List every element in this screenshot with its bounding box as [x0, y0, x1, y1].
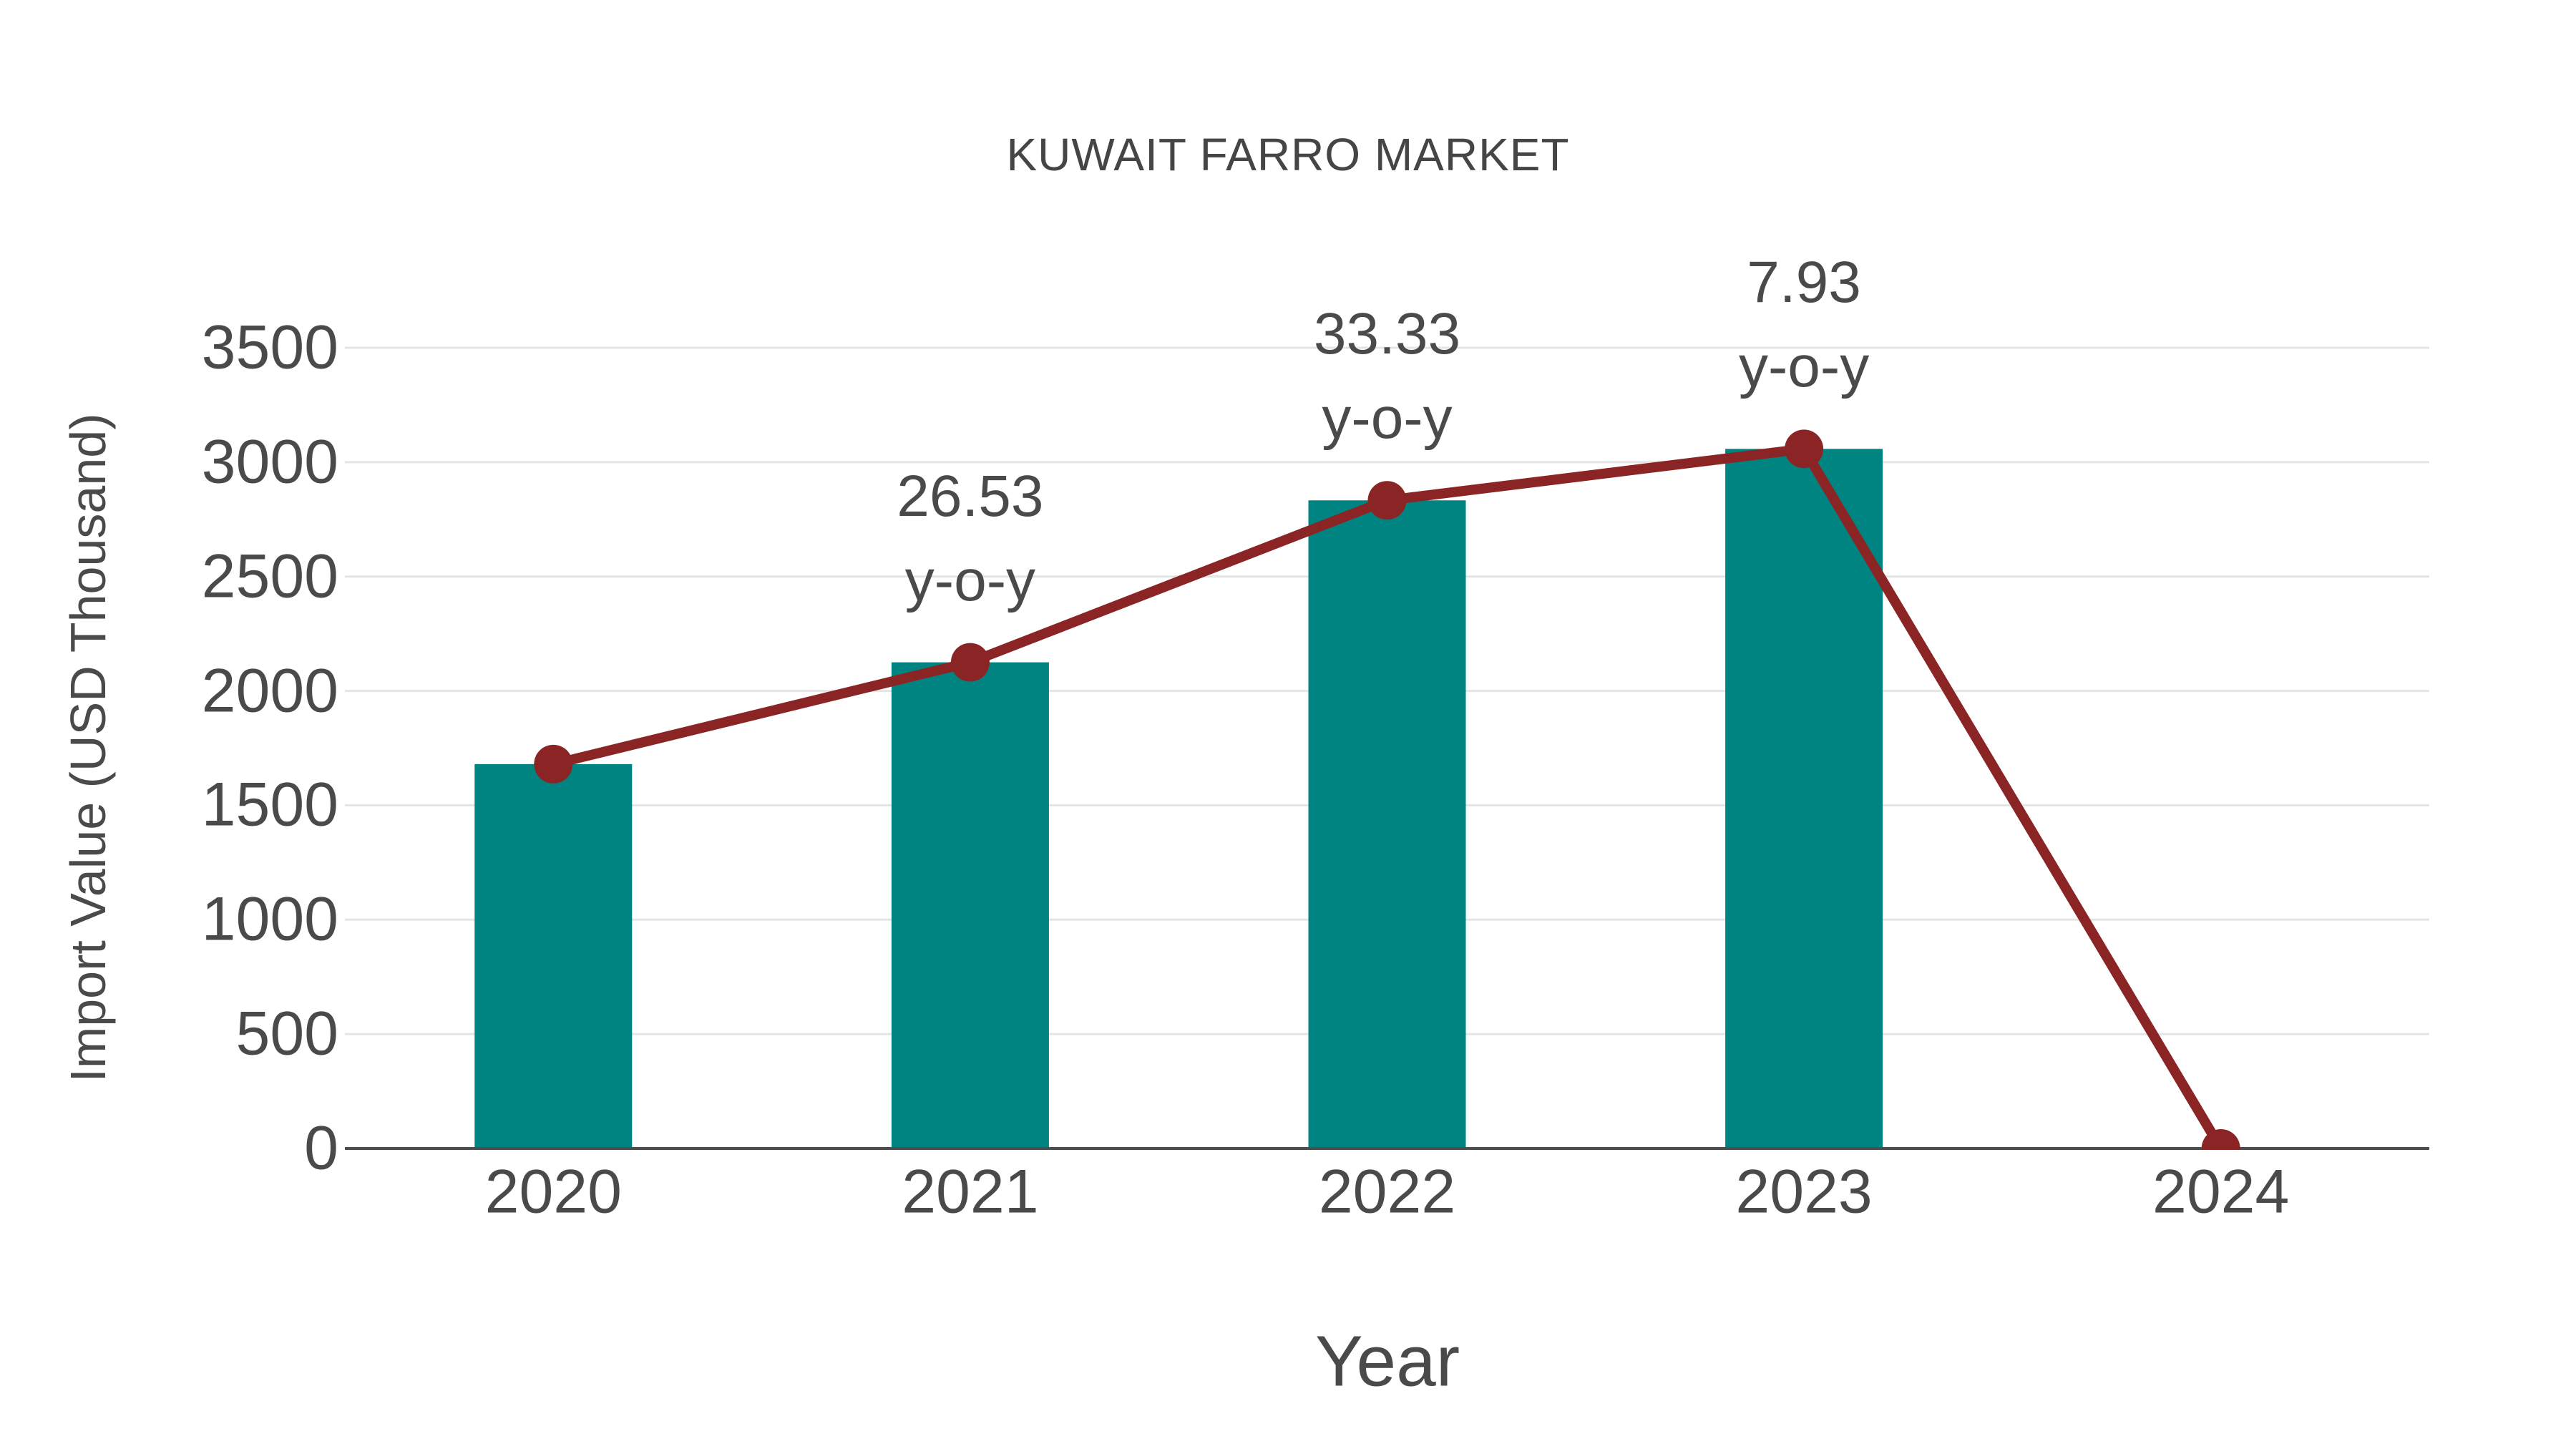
x-tick-label-2021: 2021	[902, 1157, 1039, 1226]
line-series-layer	[534, 429, 2240, 1150]
y-axis-title: Import Value (USD Thousand)	[60, 413, 116, 1083]
bar-2023	[1725, 449, 1883, 1148]
trend-line	[552, 443, 2225, 1150]
chart-title: KUWAIT FARRO MARKET	[1006, 129, 1570, 180]
data-point-2023	[1785, 429, 1824, 469]
bar-2022	[1308, 500, 1466, 1148]
data-point-2022	[1367, 481, 1407, 520]
x-tick-label-2024: 2024	[2152, 1157, 2290, 1226]
x-axis-title: Year	[1314, 1321, 1460, 1402]
y-tick-label-3000: 3000	[201, 427, 338, 497]
x-tick-label-2022: 2022	[1318, 1157, 1456, 1226]
y-tick-label-1000: 1000	[201, 884, 338, 954]
annotation-value-2022: 33.33	[1313, 301, 1461, 367]
annotation-suffix-2023: y-o-y	[1738, 334, 1870, 400]
y-tick-label-500: 500	[235, 999, 339, 1068]
annotation-suffix-2022: y-o-y	[1322, 386, 1453, 452]
y-tick-label-3500: 3500	[201, 313, 338, 382]
bar-2021	[891, 662, 1049, 1148]
bars-group	[474, 449, 1883, 1148]
x-tick-label-2020: 2020	[484, 1157, 622, 1226]
y-tick-label-2500: 2500	[201, 542, 338, 611]
x-tick-label-2023: 2023	[1735, 1157, 1873, 1226]
annotation-value-2021: 26.53	[897, 463, 1044, 529]
bar-2020	[474, 763, 633, 1148]
y-tick-label-1500: 1500	[201, 770, 338, 839]
data-point-2021	[950, 643, 990, 682]
x-axis-line	[345, 1147, 2429, 1150]
y-tick-label-2000: 2000	[201, 656, 338, 726]
annotation-value-2023: 7.93	[1747, 250, 1861, 316]
data-point-2020	[534, 744, 573, 784]
data-point-2024	[2201, 1129, 2240, 1150]
y-tick-label-0: 0	[304, 1113, 338, 1183]
annotation-suffix-2021: y-o-y	[904, 547, 1035, 613]
